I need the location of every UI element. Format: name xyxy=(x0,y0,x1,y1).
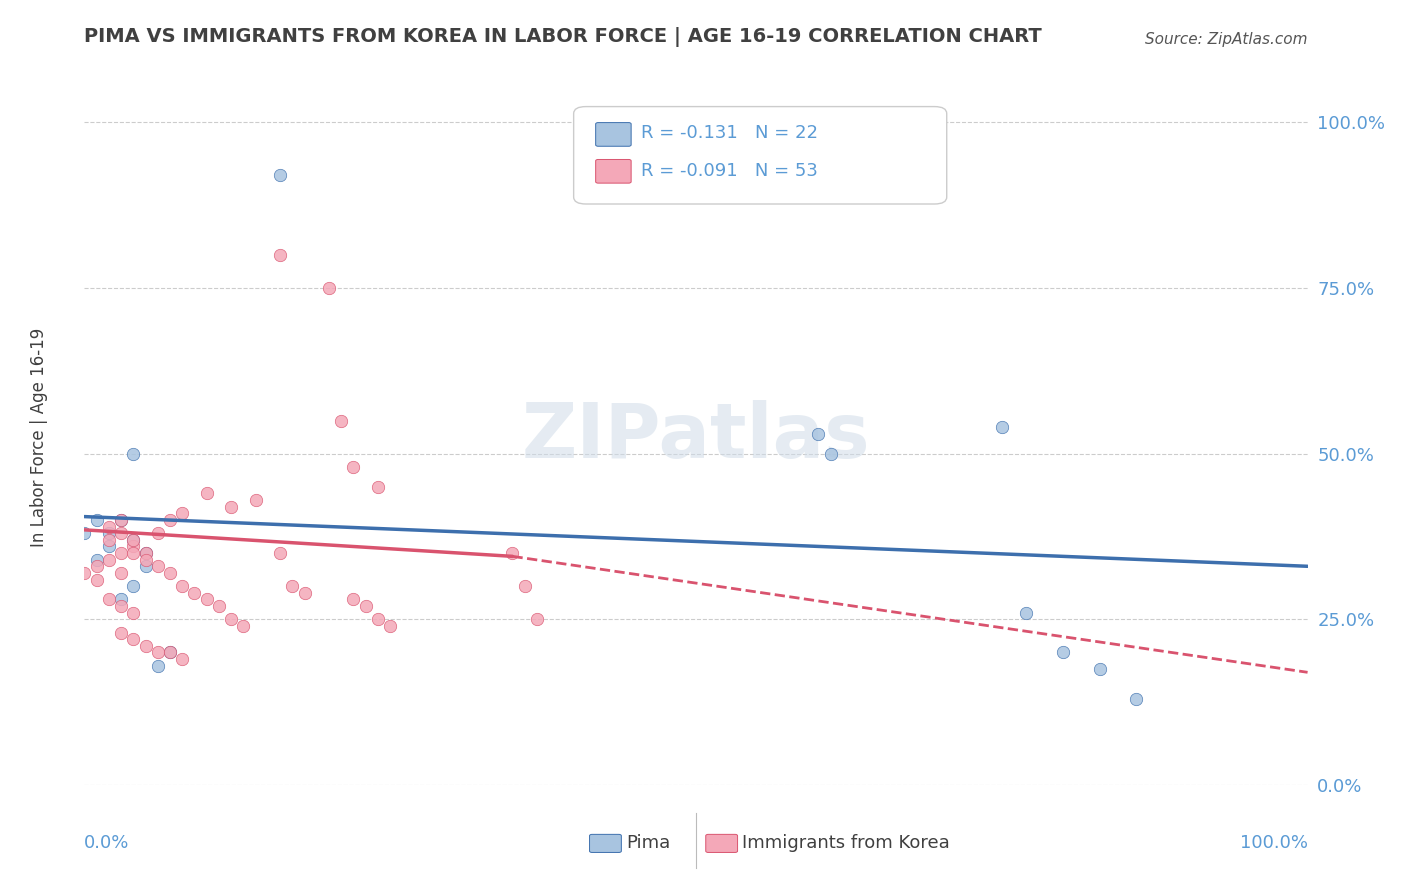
Point xyxy=(1125,691,1147,706)
Point xyxy=(159,645,181,659)
Text: Source: ZipAtlas.com: Source: ZipAtlas.com xyxy=(1144,32,1308,47)
Text: In Labor Force | Age 16-19: In Labor Force | Age 16-19 xyxy=(30,327,48,547)
Point xyxy=(380,619,402,633)
Point xyxy=(526,612,548,626)
Point xyxy=(195,592,218,607)
Text: Immigrants from Korea: Immigrants from Korea xyxy=(742,834,950,853)
Point xyxy=(172,506,194,520)
Point xyxy=(110,599,132,613)
Point xyxy=(1052,645,1074,659)
Point xyxy=(110,592,132,607)
Point xyxy=(159,566,181,580)
Point xyxy=(97,552,120,566)
FancyBboxPatch shape xyxy=(596,160,631,183)
Point xyxy=(135,639,157,653)
FancyBboxPatch shape xyxy=(589,834,621,853)
Point xyxy=(281,579,304,593)
Point xyxy=(122,579,145,593)
Text: R = -0.131   N = 22: R = -0.131 N = 22 xyxy=(641,124,818,142)
Point xyxy=(146,559,169,574)
Point xyxy=(122,632,145,647)
Point xyxy=(807,426,830,441)
Point xyxy=(208,599,231,613)
Point xyxy=(269,546,291,560)
Point xyxy=(110,546,132,560)
Point xyxy=(1088,662,1111,676)
Point xyxy=(172,652,194,666)
Point xyxy=(86,573,108,587)
Point xyxy=(367,480,389,494)
Point xyxy=(354,599,377,613)
Point xyxy=(367,612,389,626)
Point xyxy=(146,658,169,673)
Point xyxy=(122,447,145,461)
Point xyxy=(502,546,524,560)
Point xyxy=(97,533,120,547)
Point xyxy=(245,493,267,508)
Point xyxy=(820,447,842,461)
Point xyxy=(86,559,108,574)
Point xyxy=(330,413,353,427)
Point xyxy=(135,552,157,566)
Point xyxy=(122,546,145,560)
Point xyxy=(135,546,157,560)
FancyBboxPatch shape xyxy=(574,106,946,204)
FancyBboxPatch shape xyxy=(706,834,738,853)
Point xyxy=(159,513,181,527)
Point xyxy=(159,645,181,659)
Text: R = -0.091   N = 53: R = -0.091 N = 53 xyxy=(641,161,818,179)
Point xyxy=(73,526,96,541)
Point xyxy=(86,513,108,527)
Point xyxy=(122,606,145,620)
Point xyxy=(122,533,145,547)
Point xyxy=(146,526,169,541)
Text: Pima: Pima xyxy=(626,834,671,853)
Point xyxy=(135,559,157,574)
Point xyxy=(97,592,120,607)
Point xyxy=(269,248,291,262)
Text: ZIPatlas: ZIPatlas xyxy=(522,401,870,474)
Point xyxy=(110,513,132,527)
Point xyxy=(183,586,205,600)
Point xyxy=(219,500,242,514)
Point xyxy=(110,625,132,640)
Point xyxy=(110,513,132,527)
Point xyxy=(1015,606,1038,620)
Point xyxy=(122,540,145,554)
Point xyxy=(110,566,132,580)
Point xyxy=(195,486,218,500)
Point xyxy=(97,519,120,533)
Point xyxy=(342,592,364,607)
Point xyxy=(122,533,145,547)
Point xyxy=(146,645,169,659)
Point xyxy=(97,540,120,554)
Point xyxy=(318,281,340,295)
Text: PIMA VS IMMIGRANTS FROM KOREA IN LABOR FORCE | AGE 16-19 CORRELATION CHART: PIMA VS IMMIGRANTS FROM KOREA IN LABOR F… xyxy=(84,27,1042,46)
Point xyxy=(135,546,157,560)
Point xyxy=(172,579,194,593)
Point xyxy=(73,566,96,580)
Point xyxy=(294,586,316,600)
FancyBboxPatch shape xyxy=(596,122,631,146)
Text: 0.0%: 0.0% xyxy=(84,834,129,852)
Point xyxy=(232,619,254,633)
Point xyxy=(219,612,242,626)
Point xyxy=(269,169,291,183)
Point xyxy=(110,526,132,541)
Point xyxy=(342,459,364,474)
Point xyxy=(513,579,536,593)
Point xyxy=(991,420,1014,434)
Point xyxy=(86,552,108,566)
Point xyxy=(97,526,120,541)
Text: 100.0%: 100.0% xyxy=(1240,834,1308,852)
